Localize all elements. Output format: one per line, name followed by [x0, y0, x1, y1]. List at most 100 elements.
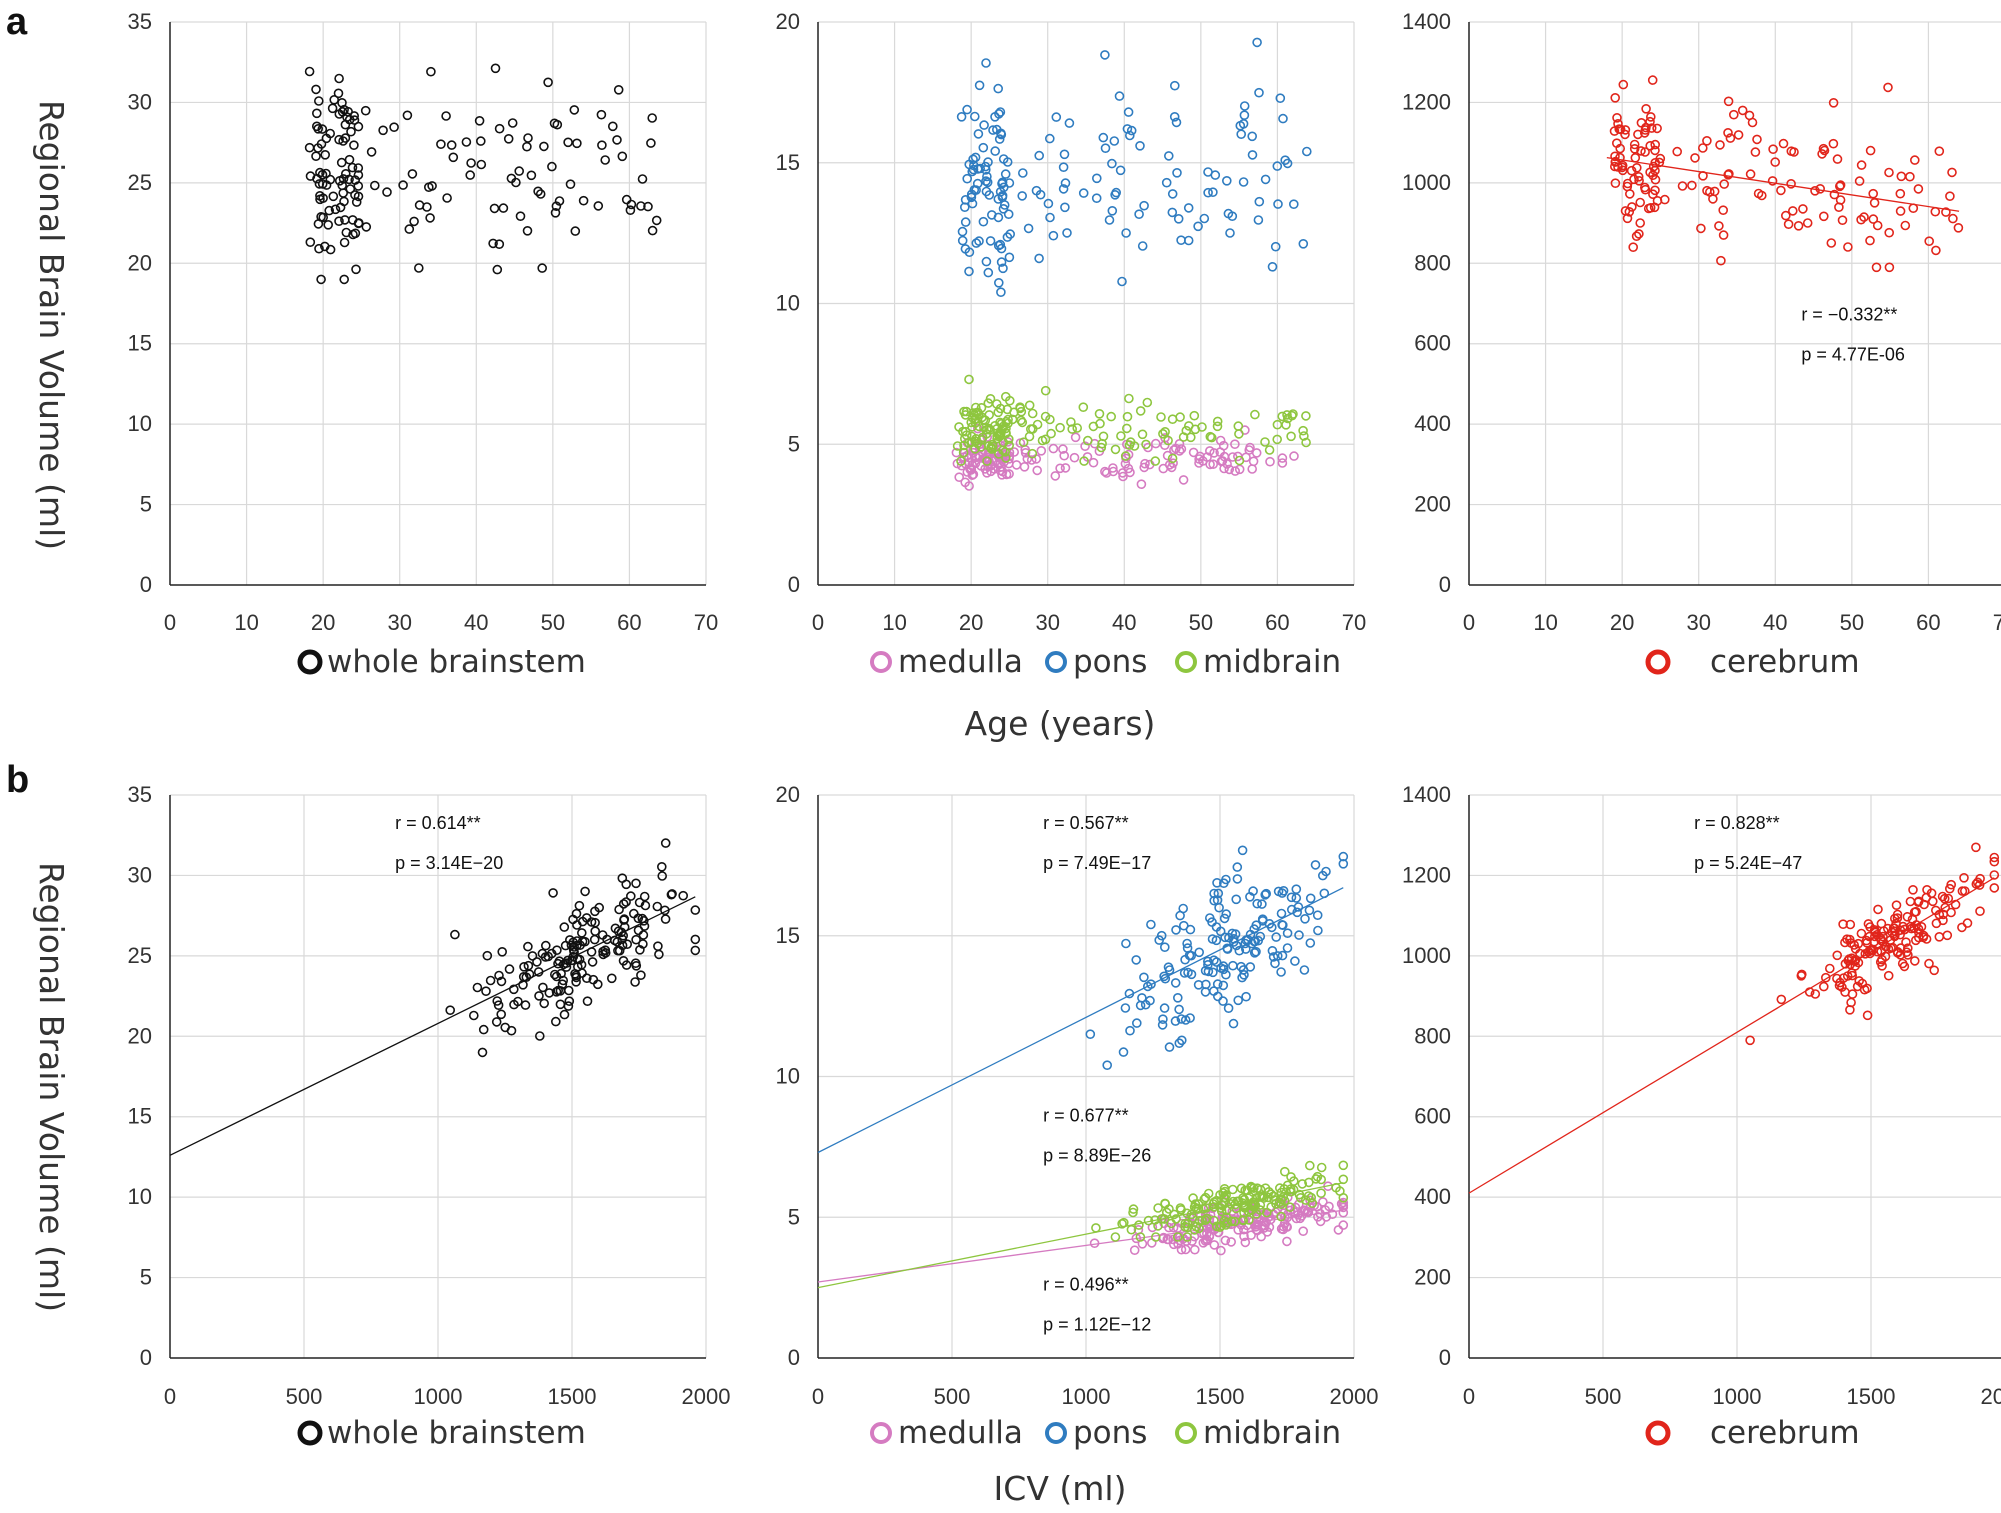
point-pons [981, 58, 991, 68]
point-midbrain [995, 403, 1006, 414]
point-whole_brainstem [555, 985, 566, 996]
point-whole_brainstem [313, 124, 324, 134]
point-pons [993, 83, 1004, 94]
point-whole_brainstem [504, 964, 515, 974]
point-medulla [1048, 443, 1059, 454]
point-whole_brainstem [610, 923, 621, 934]
point-medulla [1070, 432, 1081, 443]
point-cerebrum [1815, 184, 1825, 194]
point-pons [1174, 1038, 1185, 1048]
point-whole_brainstem [630, 977, 640, 987]
point-cerebrum [1620, 129, 1630, 140]
point-midbrain [1280, 1166, 1290, 1177]
point-whole_brainstem [498, 203, 509, 213]
legend-label-medulla: medulla [898, 644, 1023, 680]
point-pons [1051, 112, 1062, 122]
point-midbrain [1156, 412, 1166, 422]
point-pons [1241, 991, 1251, 1002]
point-whole_brainstem [535, 189, 546, 199]
point-pons [1302, 146, 1312, 157]
point-pons [1174, 1004, 1184, 1015]
point-medulla [1139, 462, 1149, 473]
point-whole_brainstem [347, 162, 358, 173]
point-midbrain [1275, 1183, 1285, 1193]
x-axis-title-row-a: Age (years) [965, 704, 1156, 743]
point-pons [1134, 209, 1144, 219]
point-cerebrum [1899, 961, 1910, 972]
point-medulla [1108, 463, 1118, 473]
point-pons [1062, 228, 1072, 238]
point-cerebrum [1852, 981, 1863, 992]
point-midbrain [1301, 1195, 1311, 1205]
point-pons [962, 104, 972, 115]
point-cerebrum [1860, 948, 1871, 959]
point-pons [1261, 888, 1271, 899]
point-cerebrum [1687, 180, 1697, 191]
point-whole_brainstem [494, 123, 505, 134]
point-cerebrum [1914, 932, 1924, 943]
point-whole_brainstem [476, 159, 487, 170]
series-cerebrum [1606, 75, 1964, 273]
point-pons [1045, 212, 1055, 223]
point-whole_brainstem [553, 958, 563, 969]
point-whole_brainstem [532, 957, 542, 967]
point-midbrain [1276, 1199, 1286, 1209]
point-whole_brainstem [339, 237, 350, 248]
point-cerebrum [1832, 950, 1842, 961]
point-whole_brainstem [349, 140, 359, 150]
x-tick-label: 10 [234, 610, 258, 635]
stat-r: r = 0.828** [1694, 813, 1780, 833]
point-whole_brainstem [596, 109, 607, 120]
point-midbrain [1209, 1215, 1219, 1226]
x-tick-label: 2000 [1981, 1384, 2001, 1409]
point-midbrain [958, 447, 969, 458]
point-midbrain [1128, 1204, 1139, 1214]
point-pons [1321, 866, 1331, 877]
stat-r: r = 0.614** [395, 813, 481, 833]
point-cerebrum [1650, 139, 1660, 150]
point-whole_brainstem [621, 897, 631, 907]
point-pons [979, 120, 989, 130]
point-cerebrum [1845, 934, 1855, 945]
point-whole_brainstem [334, 216, 344, 226]
point-whole_brainstem [581, 973, 592, 984]
stat-r: r = 0.567** [1043, 813, 1129, 833]
series-pons [817, 845, 1349, 1154]
point-medulla [1162, 1234, 1173, 1245]
point-whole_brainstem [321, 180, 332, 190]
point-medulla [1058, 444, 1068, 454]
point-whole_brainstem [646, 138, 656, 148]
point-cerebrum [1716, 255, 1726, 266]
point-pons [1137, 241, 1148, 251]
point-pons [1223, 208, 1234, 219]
point-whole_brainstem [492, 996, 503, 1006]
point-pons [1194, 947, 1204, 958]
point-pons [1139, 972, 1149, 983]
x-tick-label: 60 [1916, 610, 1940, 635]
point-medulla [1151, 438, 1161, 449]
point-cerebrum [1859, 212, 1869, 222]
point-pons [1268, 952, 1279, 962]
point-cerebrum [1871, 262, 1882, 273]
point-medulla [1176, 444, 1187, 454]
point-pons [1156, 930, 1167, 941]
point-pons [1277, 919, 1287, 930]
point-pons [1208, 187, 1218, 197]
point-whole_brainstem [317, 169, 328, 180]
point-midbrain [1176, 1205, 1186, 1215]
point-whole_brainstem [328, 191, 339, 202]
point-whole_brainstem [468, 1010, 479, 1021]
point-medulla [1333, 1225, 1344, 1235]
point-whole_brainstem [311, 84, 321, 95]
point-whole_brainstem [539, 998, 550, 1009]
point-whole_brainstem [619, 915, 629, 925]
point-cerebrum [1843, 242, 1853, 252]
point-midbrain [1221, 1220, 1231, 1230]
point-pons [1257, 915, 1268, 926]
point-midbrain [1181, 425, 1192, 436]
point-pons [1164, 965, 1175, 975]
point-whole_brainstem [534, 1031, 545, 1041]
point-cerebrum [1895, 206, 1906, 216]
point-medulla [1338, 1202, 1349, 1213]
point-cerebrum [1757, 190, 1767, 201]
